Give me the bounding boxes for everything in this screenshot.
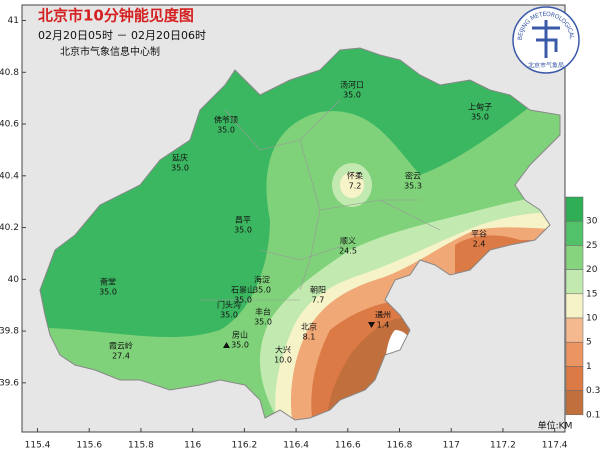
station-marker xyxy=(368,322,375,328)
station-value: 24.5 xyxy=(339,247,357,256)
x-tick-label: 116.4 xyxy=(283,441,309,451)
legend-box xyxy=(565,341,584,367)
station-name: 顺义 xyxy=(340,237,356,246)
title: 北京市10分钟能见度图 xyxy=(38,7,194,25)
legend-label: 25 xyxy=(586,241,597,251)
legend-label: 0.1 xyxy=(586,410,600,420)
station-name: 霞云岭 xyxy=(109,341,133,351)
station-value: 35.0 xyxy=(471,113,489,122)
legend-label: 15 xyxy=(586,289,597,299)
station-value: 27.4 xyxy=(112,352,130,361)
station-name: 通州 xyxy=(375,310,391,320)
station-value: 1.4 xyxy=(377,321,390,330)
station-name: 朝阳 xyxy=(310,286,326,295)
legend-box xyxy=(565,317,584,343)
station-name: 延庆 xyxy=(172,153,188,163)
unit-label: 单位:KM xyxy=(538,420,573,432)
station-name: 北京 xyxy=(301,322,317,332)
x-tick-label: 116 xyxy=(184,441,201,451)
station-value: 35.0 xyxy=(234,296,252,305)
legend-label: 30 xyxy=(586,217,598,227)
x-tick-label: 115.8 xyxy=(128,441,154,451)
station-name: 房山 xyxy=(232,330,248,340)
station-name: 上甸子 xyxy=(468,102,492,112)
station-name: 大兴 xyxy=(275,345,291,355)
station-value: 35.0 xyxy=(254,318,272,327)
y-tick-label: 41 xyxy=(8,16,19,26)
x-tick-label: 117.2 xyxy=(490,441,516,451)
legend-box xyxy=(565,269,584,295)
x-tick-label: 115.4 xyxy=(25,441,51,451)
x-tick-label: 116.2 xyxy=(231,441,257,451)
station-value: 35.0 xyxy=(217,126,235,135)
legend-label: 1 xyxy=(586,362,592,372)
y-tick-label: 40.6 xyxy=(0,120,19,130)
legend-box xyxy=(565,390,584,416)
station-value: 35.0 xyxy=(171,164,189,173)
station-name: 平谷 xyxy=(471,230,487,239)
station-value: 10.0 xyxy=(274,356,292,365)
producer: 北京市气象信息中心制 xyxy=(60,45,160,58)
station-name: 怀柔 xyxy=(347,171,363,181)
x-tick-label: 116.6 xyxy=(335,441,361,451)
x-tick-label: 117.4 xyxy=(542,441,568,451)
district-lines xyxy=(200,99,441,301)
station-value: 35.0 xyxy=(234,226,252,235)
y-tick-label: 39.8 xyxy=(0,327,19,337)
x-tick-label: 117 xyxy=(443,441,460,451)
station-marker xyxy=(223,342,230,348)
station-name: 石景山 xyxy=(231,285,255,295)
station-value: 35.0 xyxy=(253,286,271,295)
x-tick-label: 115.6 xyxy=(76,441,102,451)
logo-emblem xyxy=(532,20,560,58)
legend-label: 5 xyxy=(586,338,592,348)
legend-box xyxy=(565,366,584,391)
legend-box xyxy=(565,293,584,319)
logo-name-cn: 北京市气象局 xyxy=(528,62,564,70)
station-value: 35.0 xyxy=(99,288,117,297)
station-value: 35.0 xyxy=(343,91,361,100)
y-tick-label: 40.4 xyxy=(0,171,19,181)
station-value: 7.7 xyxy=(312,296,325,305)
station-name: 门头沟 xyxy=(217,300,241,310)
x-tick-label: 116.8 xyxy=(387,441,413,451)
station-value: 7.2 xyxy=(349,182,362,191)
y-tick-label: 40.8 xyxy=(0,68,19,78)
legend-box xyxy=(565,196,584,222)
station-name: 海淀 xyxy=(254,275,270,285)
legend-label: 0.3 xyxy=(586,386,600,396)
station-value: 35.0 xyxy=(220,311,238,320)
y-tick-label: 40.2 xyxy=(0,223,19,233)
station-value: 35.0 xyxy=(231,341,249,350)
y-tick-label: 40 xyxy=(8,275,20,285)
legend-box xyxy=(565,245,584,270)
boundary xyxy=(39,47,561,421)
station-name: 汤河口 xyxy=(340,80,364,90)
legend-box xyxy=(565,220,584,246)
y-tick-label: 39.6 xyxy=(0,378,19,388)
legend-label: 10 xyxy=(586,314,598,324)
station-value: 8.1 xyxy=(303,333,316,342)
station-name: 丰台 xyxy=(255,307,271,317)
legend-label: 20 xyxy=(586,265,598,275)
station-name: 昌平 xyxy=(235,216,251,225)
station-value: 2.4 xyxy=(473,240,486,249)
station-name: 密云 xyxy=(405,171,421,181)
station-value: 35.3 xyxy=(404,182,422,191)
station-name: 斋堂 xyxy=(100,277,116,287)
station-name: 佛爷顶 xyxy=(214,115,238,125)
time-range: 02月20日05时 － 02月20日06时 xyxy=(38,29,206,42)
